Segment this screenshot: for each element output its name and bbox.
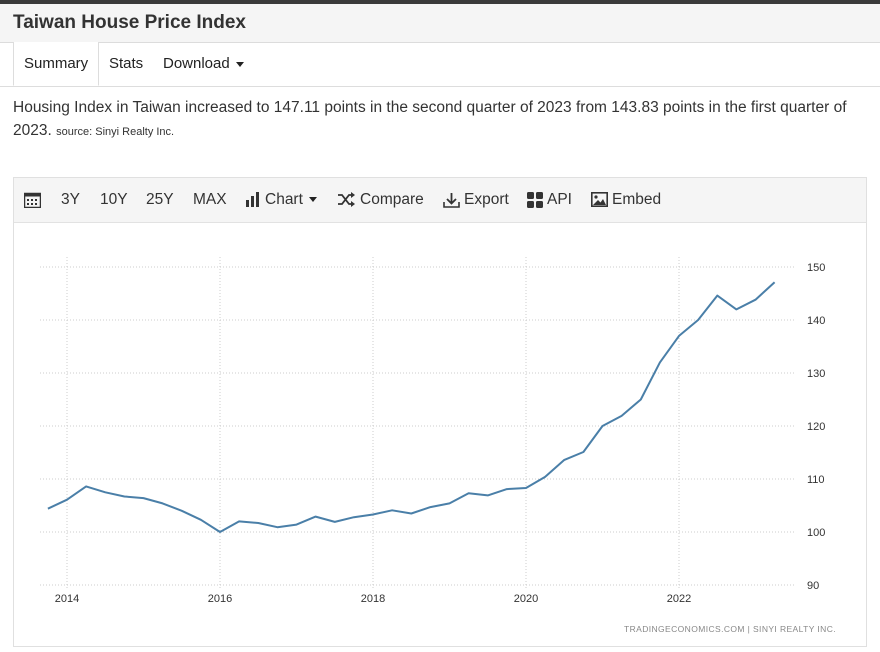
shuffle-icon [338, 192, 355, 208]
summary-text: Housing Index in Taiwan increased to 147… [13, 99, 847, 139]
y-tick-label: 100 [807, 527, 825, 539]
tab-download[interactable]: Download [163, 42, 244, 86]
watermark: TRADINGECONOMICS.COM | SINYI REALTY INC. [624, 624, 836, 634]
api-button[interactable]: API [527, 178, 572, 222]
x-tick-label: 2016 [208, 593, 232, 605]
y-tick-label: 120 [807, 421, 825, 433]
download-icon [443, 192, 460, 208]
compare-button[interactable]: Compare [337, 178, 424, 222]
range-3y-button[interactable]: 3Y [61, 191, 80, 208]
chart-type-button[interactable]: Chart [245, 178, 317, 222]
chart-type-label: Chart [265, 191, 303, 208]
api-label: API [547, 191, 572, 208]
page-header: Taiwan House Price Index [0, 4, 880, 43]
export-button[interactable]: Export [443, 178, 509, 222]
source-note: source: Sinyi Realty Inc. [56, 126, 175, 138]
image-icon [591, 192, 608, 208]
calendar-button[interactable] [23, 178, 45, 222]
page-title: Taiwan House Price Index [13, 12, 247, 33]
range-25y-button[interactable]: 25Y [146, 191, 174, 208]
caret-down-icon [308, 197, 317, 203]
series-line [47, 281, 776, 533]
y-tick-label: 150 [807, 262, 825, 274]
tab-stats[interactable]: Stats [109, 55, 144, 72]
chart-toolbar: 3Y 10Y 25Y MAX Chart Compare Export [14, 178, 866, 223]
tab-download-label: Download [163, 55, 230, 72]
export-label: Export [464, 191, 509, 208]
bar-chart-icon [246, 192, 259, 208]
chart-panel: 3Y 10Y 25Y MAX Chart Compare Export [13, 177, 867, 647]
compare-label: Compare [360, 191, 424, 208]
range-10y-button[interactable]: 10Y [100, 191, 128, 208]
embed-button[interactable]: Embed [591, 178, 661, 222]
embed-label: Embed [612, 191, 662, 208]
top-accent-bar [0, 0, 880, 4]
caret-down-icon [235, 61, 244, 67]
x-tick-label: 2018 [361, 593, 385, 605]
grid-icon [527, 191, 543, 208]
calendar-icon [23, 192, 42, 209]
summary-description: Housing Index in Taiwan increased to 147… [13, 96, 873, 144]
tab-summary[interactable]: Summary [13, 42, 100, 86]
x-tick-label: 2022 [667, 593, 691, 605]
y-tick-label: 90 [807, 580, 819, 592]
y-tick-label: 140 [807, 315, 825, 327]
y-tick-label: 130 [807, 368, 825, 380]
x-tick-label: 2020 [514, 593, 538, 605]
x-tick-label: 2014 [55, 593, 79, 605]
range-max-button[interactable]: MAX [193, 191, 227, 208]
tab-bar: Summary Stats Download [0, 42, 880, 87]
y-tick-label: 110 [807, 474, 825, 486]
